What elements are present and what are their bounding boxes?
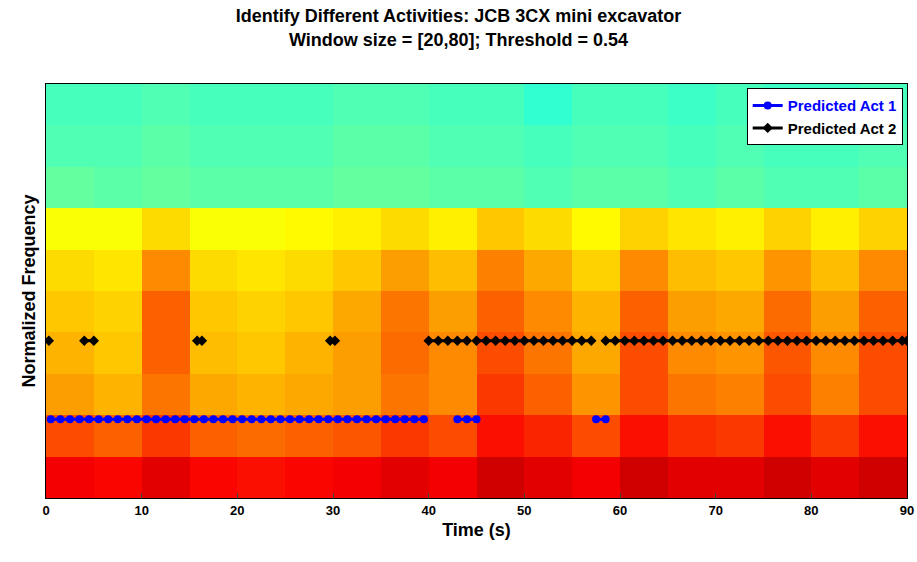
svg-text:30: 30 xyxy=(326,503,340,518)
svg-text:40: 40 xyxy=(421,503,435,518)
svg-text:Identify Different Activities:: Identify Different Activities: JCB 3CX m… xyxy=(236,6,681,49)
svg-text:Time (s): Time (s) xyxy=(442,520,511,540)
svg-text:90: 90 xyxy=(900,503,914,518)
svg-text:60: 60 xyxy=(613,503,627,518)
svg-text:70: 70 xyxy=(708,503,722,518)
svg-text:Predicted Act 1: Predicted Act 1 xyxy=(788,97,897,114)
svg-text:50: 50 xyxy=(517,503,531,518)
svg-text:20: 20 xyxy=(230,503,244,518)
svg-text:Normalized Frequency: Normalized Frequency xyxy=(19,194,39,387)
svg-text:0: 0 xyxy=(42,503,49,518)
svg-text:80: 80 xyxy=(804,503,818,518)
svg-text:Predicted Act 2: Predicted Act 2 xyxy=(788,120,897,137)
svg-text:10: 10 xyxy=(134,503,148,518)
